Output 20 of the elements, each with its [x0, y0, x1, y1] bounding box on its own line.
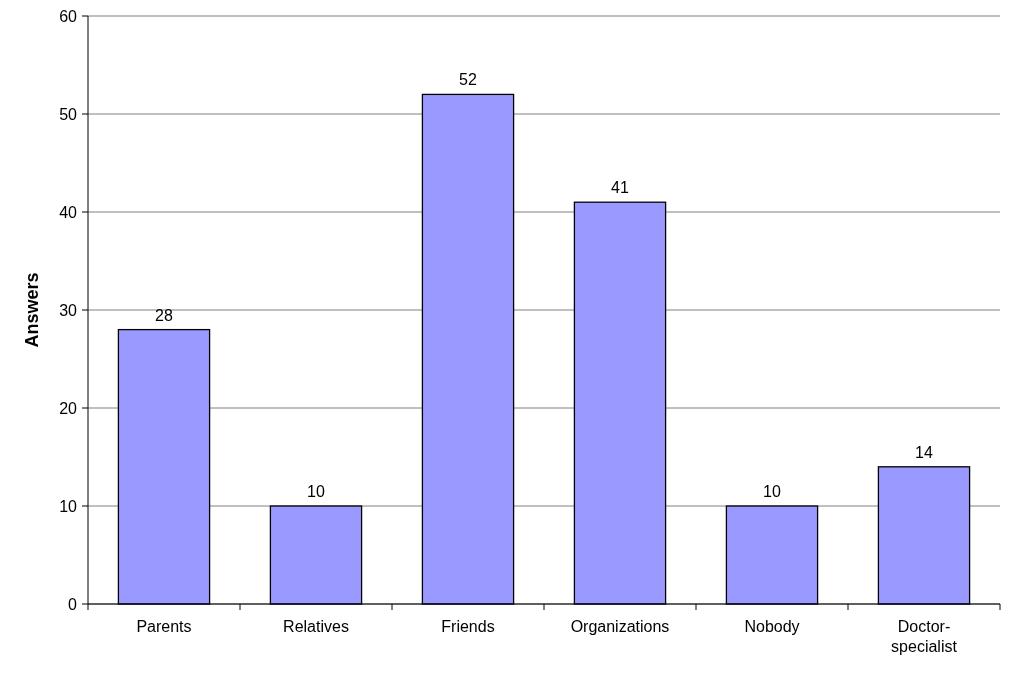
- x-tick-label: Friends: [441, 618, 495, 635]
- data-label: 14: [915, 443, 933, 461]
- x-tick-label: Doctor-specialist: [891, 618, 958, 655]
- data-label: 28: [155, 306, 173, 324]
- y-tick-label: 60: [59, 7, 78, 25]
- y-tick-label: 10: [59, 497, 78, 515]
- x-tick-label: Parents: [136, 618, 192, 635]
- x-tick-label: Organizations: [570, 618, 670, 635]
- x-tick-label: Relatives: [283, 618, 349, 635]
- y-tick-label: 50: [59, 105, 78, 123]
- y-tick-label: 0: [68, 595, 78, 613]
- data-label: 52: [459, 71, 477, 89]
- y-tick-label: 30: [59, 301, 78, 319]
- data-label: 10: [763, 483, 781, 500]
- y-tick-label: 40: [59, 203, 78, 221]
- data-label: 10: [307, 483, 325, 500]
- data-label: 41: [611, 179, 629, 197]
- y-axis-title: Answers: [22, 272, 42, 348]
- x-tick-label: Nobody: [744, 618, 800, 635]
- y-tick-label: 20: [59, 399, 78, 417]
